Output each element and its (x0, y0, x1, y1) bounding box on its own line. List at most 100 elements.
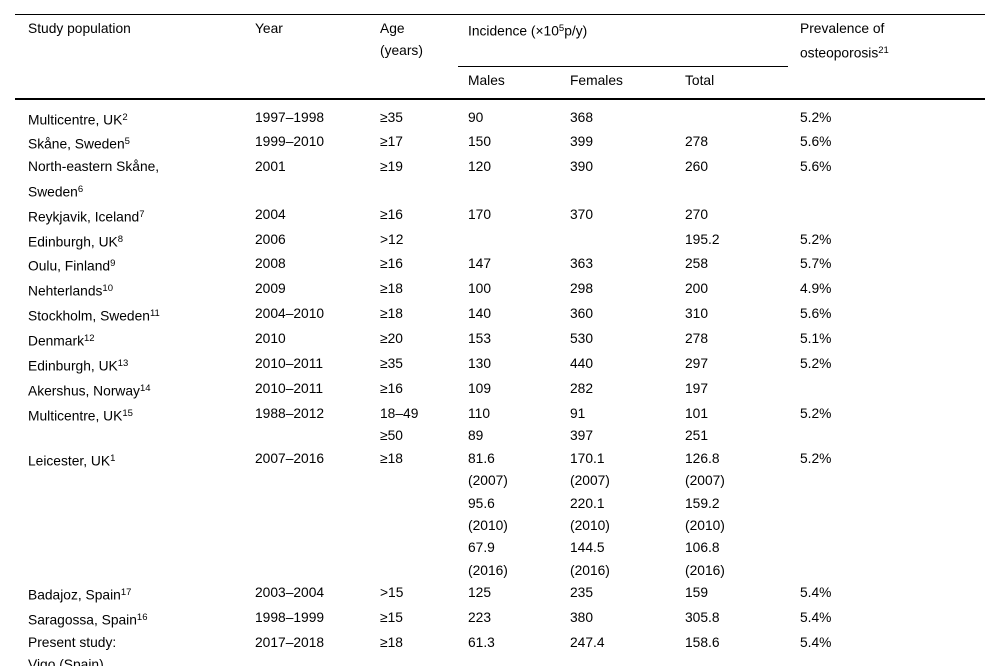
header-age: Age (years) (380, 15, 468, 67)
cell-males: 130 (468, 353, 570, 378)
cell-males-line: 170 (468, 206, 492, 222)
cell-males: 150 (468, 131, 570, 156)
cell-study-population: Reykjavik, Iceland7 (15, 204, 255, 229)
cell-year: 1998–1999 (255, 607, 380, 632)
cell-total-line: (2016) (685, 562, 725, 578)
cell-females: 390 (570, 156, 685, 203)
cell-age: ≥17 (380, 131, 468, 156)
cell-females-line: 144.5 (570, 540, 605, 556)
cell-females-line: 397 (570, 428, 594, 444)
table-row: Skåne, Sweden5 1999–2010 ≥17 150 399 278 5.6% (15, 131, 985, 156)
header-males: Males (468, 66, 570, 100)
cell-females-line: 247.4 (570, 634, 605, 650)
cell-age: ≥18 (380, 278, 468, 303)
table-row: Present study: Vigo (Spain) 2017–2018 ≥18 61… (15, 632, 985, 666)
cell-females: 363 (570, 253, 685, 278)
cell-males: 120 (468, 156, 570, 203)
header-males-label: Males (468, 73, 505, 89)
cell-age: ≥20 (380, 328, 468, 353)
cell-prevalence: 5.6% (800, 303, 985, 328)
cell-prevalence-line: 5.6% (800, 159, 832, 175)
cell-study-population: Leicester, UK1 (15, 448, 255, 582)
table-row: Denmark12 2010 ≥20 153 530 278 5.1% (15, 328, 985, 353)
cell-total-line: 278 (685, 134, 709, 150)
cell-age-line: ≥16 (380, 256, 403, 272)
study-population-line: North-eastern Skåne, (28, 159, 160, 175)
cell-males: 223 (468, 607, 570, 632)
cell-females-line: 368 (570, 109, 594, 125)
cell-females-line: 440 (570, 356, 594, 372)
cell-study-population: Nehterlands10 (15, 278, 255, 303)
header-prevalence: Prevalence of osteoporosis21 (800, 15, 985, 67)
cell-age-line: >15 (380, 585, 404, 601)
cell-year: 2003–2004 (255, 582, 380, 607)
cell-total-line: 159 (685, 585, 709, 601)
cell-prevalence: 5.6% (800, 156, 985, 203)
cell-females: 440 (570, 353, 685, 378)
cell-total: 197 (685, 378, 800, 403)
cell-females-line: 235 (570, 585, 594, 601)
header-study-population: Study population (15, 15, 255, 67)
cell-prevalence (800, 204, 985, 229)
cell-year-line: 2010–2011 (255, 380, 324, 396)
table-row: North-eastern Skåne, Sweden6 2001 ≥19 120 390… (15, 156, 985, 203)
cell-total (685, 99, 800, 132)
cell-males-line: 109 (468, 380, 492, 396)
cell-females: 530 (570, 328, 685, 353)
study-population-line: Multicentre, UK15 (28, 407, 133, 424)
study-population-line: Vigo (Spain) (28, 657, 104, 666)
cell-study-population: Edinburgh, UK13 (15, 353, 255, 378)
reference-superscript: 13 (117, 358, 129, 370)
cell-prevalence: 5.7% (800, 253, 985, 278)
header-row-top: Study population Year Age (years) Incide… (15, 15, 985, 67)
cell-total: 258 (685, 253, 800, 278)
header-prevalence-superscript: 21 (878, 45, 889, 57)
cell-year-line: 2010 (255, 331, 286, 347)
cell-females-line: 399 (570, 134, 594, 150)
reference-superscript: 14 (139, 382, 151, 394)
header-year-label: Year (255, 21, 283, 36)
cell-age-line: ≥17 (380, 134, 403, 150)
cell-total: 126.8 (2007) 159.2 (2010) 106.8 (2016) (685, 448, 800, 582)
cell-total-line: 310 (685, 306, 709, 322)
header-incidence-group: Incidence (×105p/y) (458, 15, 800, 67)
cell-total-line: 258 (685, 256, 709, 272)
cell-females-line: 220.1 (570, 495, 605, 511)
cell-prevalence: 4.9% (800, 278, 985, 303)
table-row: Leicester, UK1 2007–2016 ≥18 81.6 (2007) 95.6… (15, 448, 985, 582)
cell-age-line: ≥35 (380, 356, 403, 372)
cell-males: 61.3 (468, 632, 570, 666)
table-row: Saragossa, Spain16 1998–1999 ≥15 223 380 305.… (15, 607, 985, 632)
cell-prevalence-line: 5.4% (800, 634, 832, 650)
cell-year-line: 2017–2018 (255, 634, 325, 650)
cell-age-line: ≥19 (380, 159, 403, 175)
cell-year-line: 1999–2010 (255, 134, 325, 150)
cell-total-line: 159.2 (685, 495, 720, 511)
cell-prevalence-line: 5.2% (800, 356, 832, 372)
cell-year: 2010–2011 (255, 353, 380, 378)
cell-males-line: (2010) (468, 517, 508, 533)
cell-females: 368 (570, 99, 685, 132)
cell-total: 270 (685, 204, 800, 229)
cell-females-line: 363 (570, 256, 594, 272)
cell-total: 305.8 (685, 607, 800, 632)
reference-superscript: 17 (120, 587, 132, 599)
cell-year-line: 1998–1999 (255, 610, 325, 626)
cell-prevalence-line: 5.4% (800, 585, 832, 601)
cell-females-line: 380 (570, 610, 594, 626)
cell-age-line: ≥18 (380, 634, 403, 650)
cell-total-line: (2010) (685, 517, 725, 533)
cell-total: 101 251 (685, 403, 800, 448)
cell-females: 399 (570, 131, 685, 156)
cell-year-line: 2008 (255, 256, 286, 272)
cell-males: 153 (468, 328, 570, 353)
header-prevalence-line1: Prevalence of (800, 21, 885, 36)
study-population-line: Denmark12 (28, 333, 95, 349)
study-population-line: Edinburgh, UK13 (28, 358, 129, 374)
cell-males-line: 89 (468, 428, 484, 444)
cell-females-line: 282 (570, 380, 594, 396)
cell-total-line: 260 (685, 159, 709, 175)
table-row: Multicentre, UK2 1997–1998 ≥35 90 368 5.2% (15, 99, 985, 132)
cell-age: ≥19 (380, 156, 468, 203)
cell-prevalence: 5.4% (800, 582, 985, 607)
